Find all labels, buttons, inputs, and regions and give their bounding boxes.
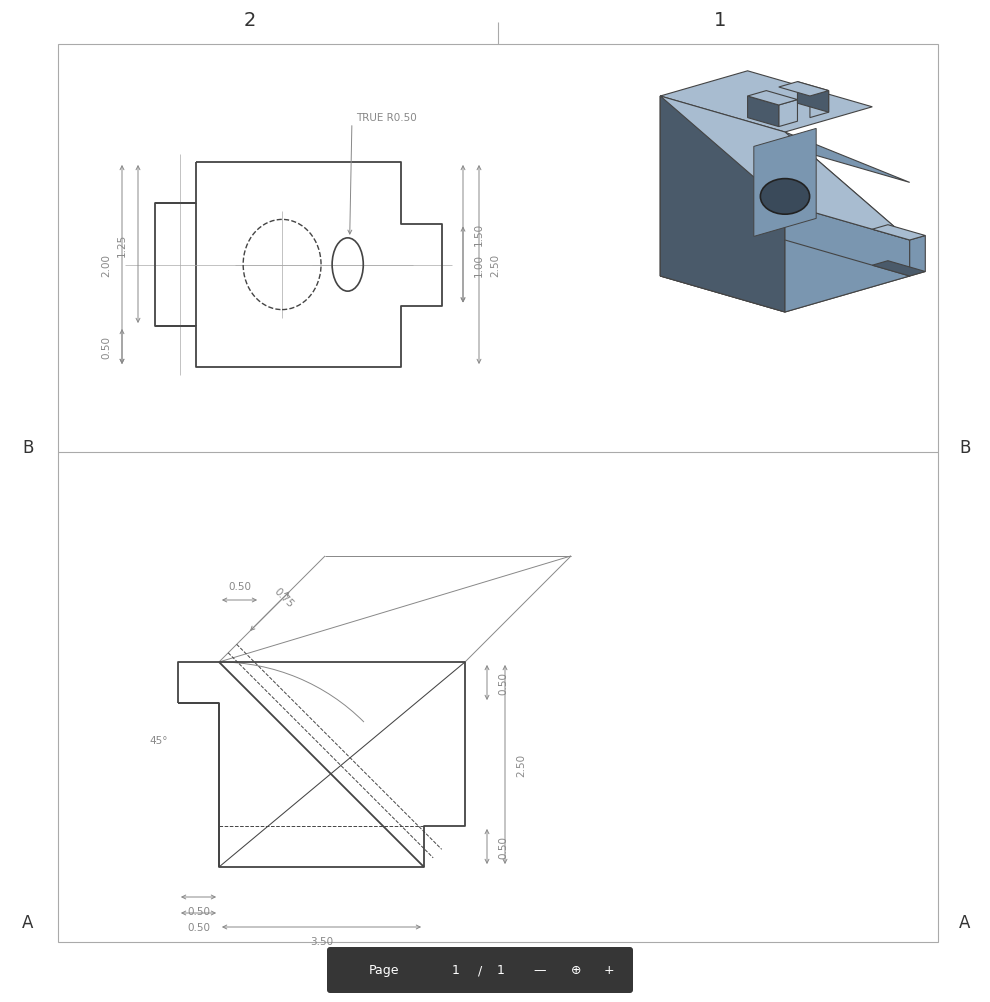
Text: /: / (478, 964, 482, 977)
Polygon shape (779, 82, 829, 97)
Polygon shape (660, 97, 785, 313)
Polygon shape (660, 97, 910, 183)
Text: —: — (534, 964, 546, 977)
Polygon shape (872, 262, 926, 277)
Text: 2: 2 (244, 11, 256, 30)
Text: 0.50: 0.50 (187, 906, 210, 916)
Polygon shape (660, 97, 785, 277)
Ellipse shape (760, 179, 810, 215)
Text: 0.50: 0.50 (101, 336, 111, 359)
Text: 0.75: 0.75 (272, 586, 295, 609)
Bar (58, 45, 938, 942)
Polygon shape (910, 236, 926, 277)
Text: 0.50: 0.50 (498, 835, 508, 858)
Text: 1.25: 1.25 (117, 233, 127, 257)
Text: 1.50: 1.50 (474, 223, 484, 246)
Polygon shape (785, 133, 910, 313)
Polygon shape (872, 225, 926, 240)
Text: 3.50: 3.50 (310, 936, 333, 946)
Polygon shape (785, 204, 910, 277)
Text: 2.50: 2.50 (516, 754, 526, 777)
Polygon shape (810, 91, 829, 118)
Text: ⊕: ⊕ (571, 964, 581, 977)
Text: 1: 1 (714, 11, 727, 30)
Text: 0.50: 0.50 (228, 581, 251, 591)
FancyBboxPatch shape (327, 947, 633, 993)
Text: 0.50: 0.50 (187, 922, 210, 932)
Text: 1.00: 1.00 (474, 254, 484, 277)
Polygon shape (660, 97, 785, 313)
Text: 1: 1 (452, 964, 460, 977)
Text: 0.50: 0.50 (498, 671, 508, 694)
Text: Page: Page (368, 964, 399, 977)
Polygon shape (747, 97, 779, 127)
Polygon shape (798, 82, 829, 113)
Polygon shape (747, 91, 798, 106)
Text: 45°: 45° (149, 735, 168, 745)
Polygon shape (753, 129, 816, 237)
Text: TRUE R0.50: TRUE R0.50 (355, 113, 417, 123)
Text: 2.00: 2.00 (101, 254, 111, 277)
Text: 2.50: 2.50 (490, 254, 500, 277)
Text: B: B (959, 439, 970, 457)
Text: B: B (23, 439, 34, 457)
Polygon shape (660, 240, 910, 313)
Text: A: A (959, 913, 970, 931)
Polygon shape (660, 97, 910, 240)
Text: +: + (604, 964, 615, 977)
Polygon shape (779, 100, 798, 127)
Polygon shape (660, 72, 872, 133)
Text: 1: 1 (497, 964, 505, 977)
Text: A: A (23, 913, 34, 931)
